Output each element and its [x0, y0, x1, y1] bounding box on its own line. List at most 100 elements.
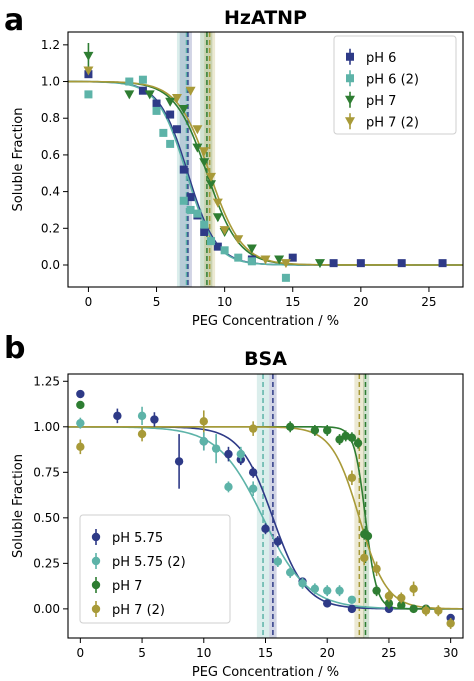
series-1	[84, 75, 290, 282]
x-tick-label: 0	[85, 295, 93, 309]
data-point	[125, 77, 134, 86]
data-point	[199, 437, 208, 446]
data-point	[372, 564, 381, 574]
y-tick-label: 0.8	[41, 111, 60, 125]
data-point	[335, 586, 344, 595]
legend-marker	[91, 604, 101, 614]
series-3	[76, 410, 455, 629]
data-point	[438, 259, 447, 268]
plot-area	[68, 32, 463, 287]
data-point	[421, 606, 431, 615]
data-point	[200, 220, 209, 229]
data-point	[409, 584, 418, 594]
data-point	[248, 468, 258, 477]
data-point	[273, 537, 283, 546]
data-point	[347, 604, 357, 614]
x-tick-label: 5	[153, 295, 161, 309]
data-point	[224, 449, 233, 459]
uncertainty-band-0	[179, 32, 192, 287]
data-point	[138, 86, 147, 95]
legend-label: pH 7	[366, 94, 396, 109]
data-point	[234, 253, 243, 262]
data-point	[280, 259, 291, 269]
data-point	[172, 125, 181, 134]
data-point	[363, 531, 373, 541]
y-tick-label: 1.00	[33, 420, 60, 434]
plot-area	[68, 374, 463, 638]
data-point	[310, 584, 320, 594]
legend-label: pH 7 (2)	[112, 603, 165, 618]
panel-letter: b	[4, 331, 25, 366]
y-tick-label: 1.25	[33, 374, 60, 388]
data-point	[138, 75, 147, 84]
data-point	[174, 457, 184, 466]
series-3	[83, 66, 291, 269]
uncertainty-band-3	[204, 32, 216, 287]
series-1	[76, 406, 357, 604]
x-axis-label: PEG Concentration / %	[192, 314, 339, 329]
x-tick-label: 30	[443, 646, 458, 660]
data-point	[360, 553, 369, 563]
data-point	[76, 442, 85, 452]
data-point	[166, 110, 175, 119]
chart-title: HzATNP	[224, 7, 307, 29]
data-point	[137, 411, 147, 421]
data-point	[314, 259, 325, 269]
data-point	[113, 411, 122, 421]
x-tick-label: 25	[381, 646, 396, 660]
chart-title: BSA	[244, 348, 287, 370]
data-point	[199, 417, 208, 426]
data-point	[273, 557, 283, 566]
panel-b: b BSA 0 5 10 15 20 25 30 0.00 0.25 0.50 0.75 1.00 1.25…	[4, 331, 464, 680]
data-point	[207, 237, 216, 246]
y-tick-label: 0.25	[33, 556, 60, 570]
data-point	[335, 435, 344, 444]
data-point	[236, 449, 246, 459]
data-point	[446, 619, 455, 628]
data-point	[219, 226, 230, 236]
x-tick-label: 0	[77, 646, 85, 660]
data-point	[84, 90, 93, 99]
data-point	[83, 51, 94, 61]
data-point	[353, 438, 363, 448]
data-point	[224, 482, 233, 492]
data-point	[372, 586, 381, 595]
data-point	[152, 106, 161, 115]
data-point	[310, 426, 320, 435]
legend-marker	[346, 52, 354, 61]
data-point	[186, 205, 195, 214]
data-point	[274, 255, 285, 265]
data-point	[83, 66, 94, 76]
data-point	[260, 255, 271, 265]
legend-marker	[345, 117, 355, 127]
data-point	[206, 180, 217, 190]
data-point	[212, 213, 223, 223]
legend-marker	[345, 95, 355, 105]
x-tick-label: 10	[217, 295, 232, 309]
data-point	[178, 105, 189, 115]
data-point	[434, 606, 443, 615]
x-tick-label: 15	[285, 295, 300, 309]
y-tick-label: 1.0	[41, 75, 60, 89]
data-point	[192, 143, 203, 153]
legend-marker	[91, 532, 101, 542]
data-point	[76, 418, 85, 428]
y-tick-label: 0.6	[41, 148, 60, 162]
legend-label: pH 6	[366, 51, 396, 66]
legend-label: pH 7 (2)	[366, 115, 419, 130]
data-point	[144, 90, 155, 100]
data-point	[285, 568, 295, 577]
legend-label: pH 5.75 (2)	[112, 555, 186, 570]
panel-letter: a	[4, 3, 24, 38]
data-point	[199, 158, 210, 168]
legend-marker	[346, 74, 354, 83]
data-point	[206, 172, 217, 182]
data-point	[171, 94, 182, 104]
data-point	[211, 444, 221, 453]
x-axis-label: PEG Concentration / %	[192, 665, 339, 680]
legend-marker	[91, 556, 101, 566]
data-point	[186, 193, 195, 202]
data-point	[323, 426, 332, 435]
data-point	[150, 415, 159, 424]
